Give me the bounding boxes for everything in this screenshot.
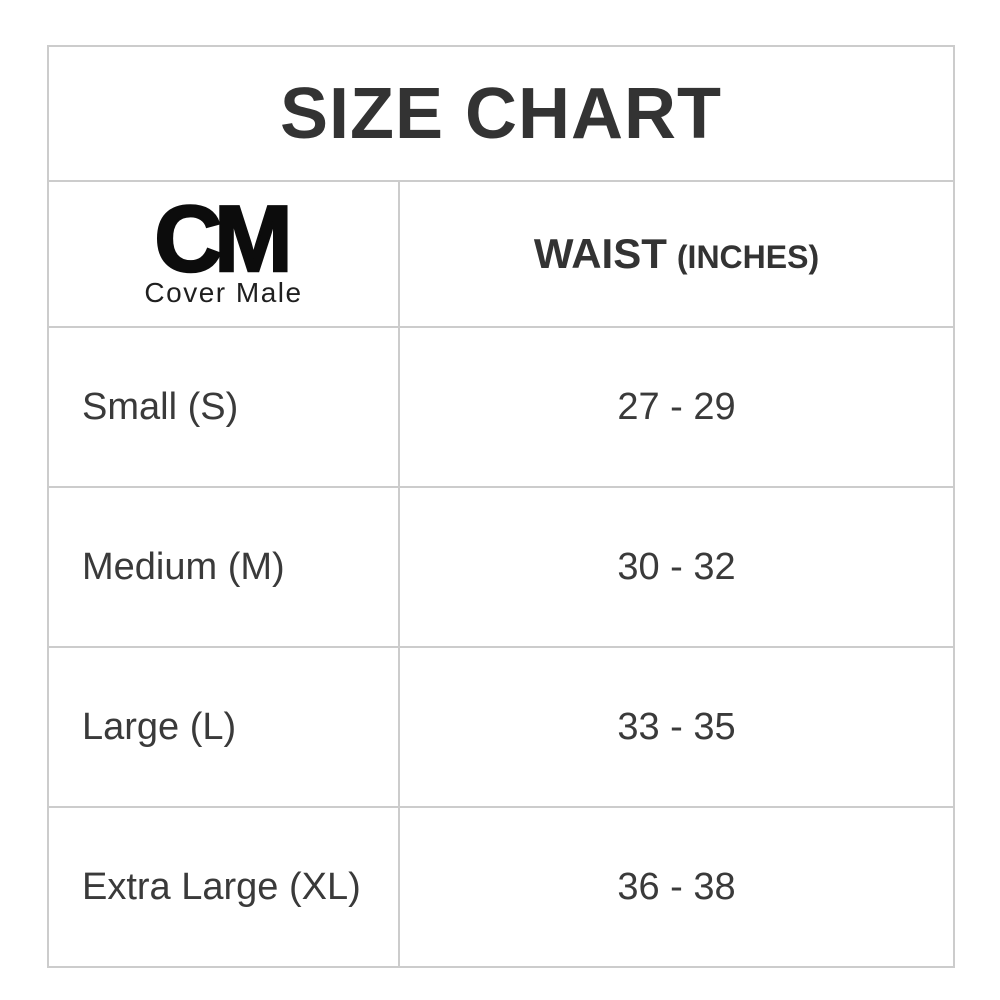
size-label: Large (L) xyxy=(47,646,400,808)
table-row-small: Small (S) 27 - 29 xyxy=(47,326,955,488)
waist-header-label: WAIST xyxy=(533,230,667,277)
waist-column-header: WAIST (INCHES) xyxy=(398,180,955,328)
title-row: SIZE CHART xyxy=(47,45,955,182)
header-row: CM Cover Male WAIST (INCHES) xyxy=(47,180,955,328)
table-row-extra-large: Extra Large (XL) 36 - 38 xyxy=(47,806,955,968)
table-row-large: Large (L) 33 - 35 xyxy=(47,646,955,808)
size-label: Medium (M) xyxy=(47,486,400,648)
size-label: Small (S) xyxy=(47,326,400,488)
table-row-medium: Medium (M) 30 - 32 xyxy=(47,486,955,648)
waist-value: 36 - 38 xyxy=(398,806,955,968)
cover-male-logo: CM Cover Male xyxy=(144,186,303,309)
waist-value: 30 - 32 xyxy=(398,486,955,648)
size-chart-table: SIZE CHART CM Cover Male WAIST (INCHES) S… xyxy=(47,45,955,968)
page-title: SIZE CHART xyxy=(47,45,955,182)
page-title-text: SIZE CHART xyxy=(280,73,722,154)
brand-logo-cell: CM Cover Male xyxy=(47,180,400,328)
waist-value: 27 - 29 xyxy=(398,326,955,488)
size-label: Extra Large (XL) xyxy=(47,806,400,968)
waist-value: 33 - 35 xyxy=(398,646,955,808)
waist-header-unit: (INCHES) xyxy=(676,239,820,275)
cm-logo-wordmark: Cover Male xyxy=(144,276,303,308)
cm-logo-mark: CM xyxy=(153,186,294,292)
